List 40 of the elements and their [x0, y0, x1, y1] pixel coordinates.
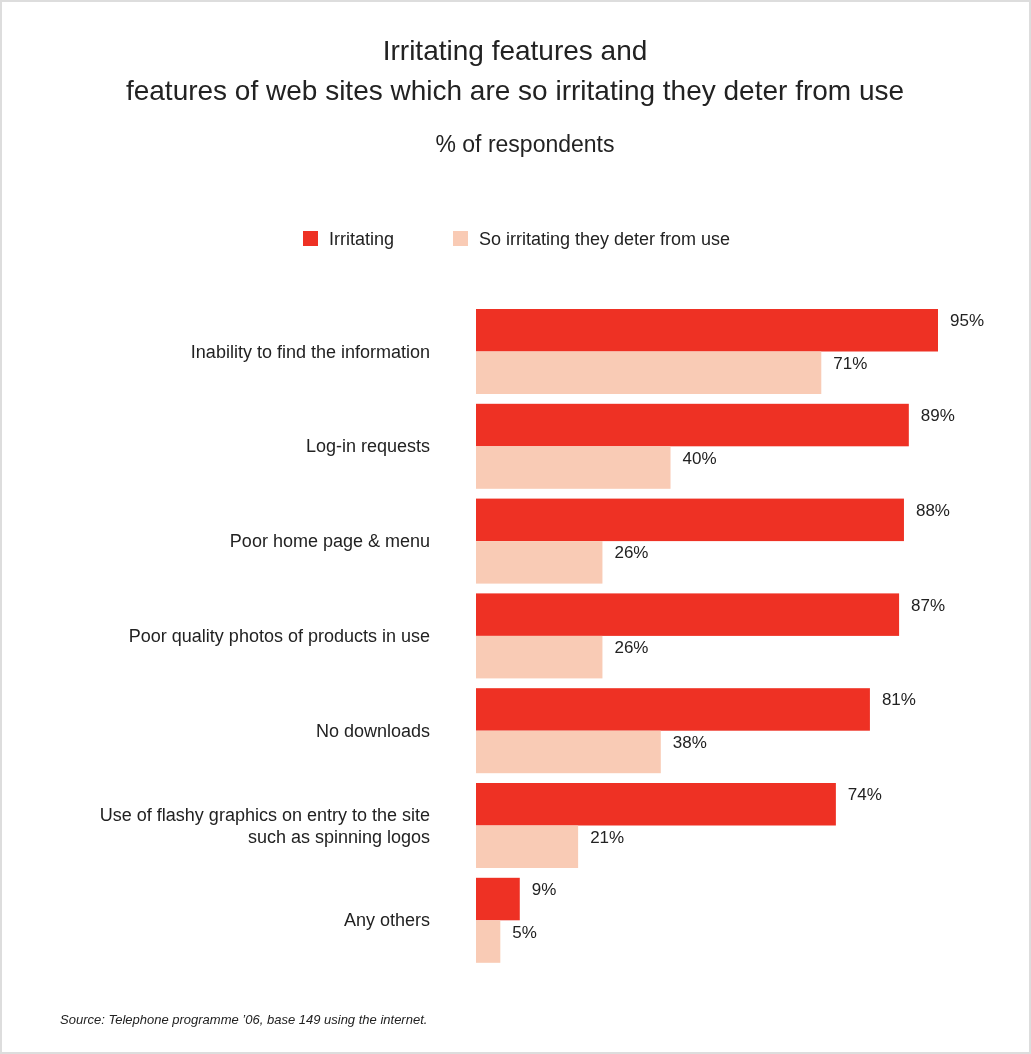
y-tick-label: Use of flashy graphics on entry to the site such as spinning logos: [99, 804, 430, 847]
data-label: 89%: [920, 406, 955, 426]
bar: [476, 446, 671, 489]
data-label: 26%: [614, 638, 649, 658]
chart-subtitle: % of respondents: [435, 131, 615, 157]
source-note: Source: Telephone programme ’06, base 149 using the internet.: [60, 1012, 428, 1027]
data-label: 87%: [911, 595, 946, 615]
bar: [476, 730, 661, 774]
data-label: 71%: [833, 353, 868, 373]
legend-label: Irritating: [329, 229, 395, 249]
y-tick-label: Inability to find the information: [190, 341, 430, 362]
data-label: 38%: [672, 732, 707, 752]
bar: [476, 920, 501, 963]
data-label: 95%: [950, 311, 985, 331]
data-label: 26%: [614, 543, 649, 563]
y-tick-label: No downloads: [315, 720, 430, 741]
bar: [476, 498, 904, 542]
data-label: 5%: [512, 922, 537, 942]
bar: [476, 688, 870, 731]
data-label: 81%: [881, 690, 916, 710]
bar: [476, 593, 900, 636]
data-label: 9%: [531, 880, 557, 900]
data-label: 40%: [682, 448, 717, 468]
y-tick-label: Poor quality photos of products in use: [128, 625, 430, 646]
y-tick-label: Poor home page & menu: [229, 531, 430, 552]
data-label: 74%: [847, 785, 882, 805]
bar: [476, 351, 822, 394]
y-tick-label: Log-in requests: [305, 436, 430, 457]
bar: [476, 541, 603, 584]
bar: [476, 825, 579, 868]
bar: [476, 783, 836, 826]
bar: [476, 309, 938, 352]
legend-label: So irritating they deter from use: [479, 229, 731, 249]
bar: [476, 403, 909, 447]
bar: [476, 635, 603, 679]
chart-title: Irritating features and features of web sites which are so irritating they deter from use: [125, 35, 905, 106]
y-tick-label: Any others: [343, 910, 430, 931]
bar: [476, 877, 520, 921]
data-label: 21%: [590, 827, 625, 847]
data-label: 88%: [915, 500, 950, 520]
